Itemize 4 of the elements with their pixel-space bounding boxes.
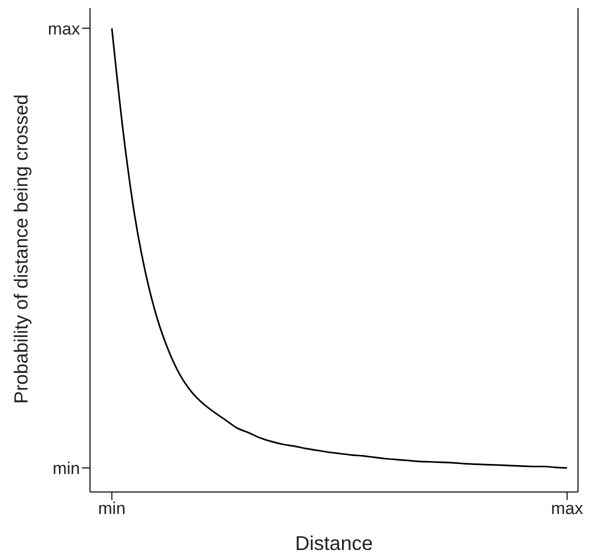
y-axis-title: Probability of distance being crossed [12,94,32,404]
text: min [52,458,80,478]
x-axis-title: Distance [295,533,373,555]
text: max [48,19,80,38]
